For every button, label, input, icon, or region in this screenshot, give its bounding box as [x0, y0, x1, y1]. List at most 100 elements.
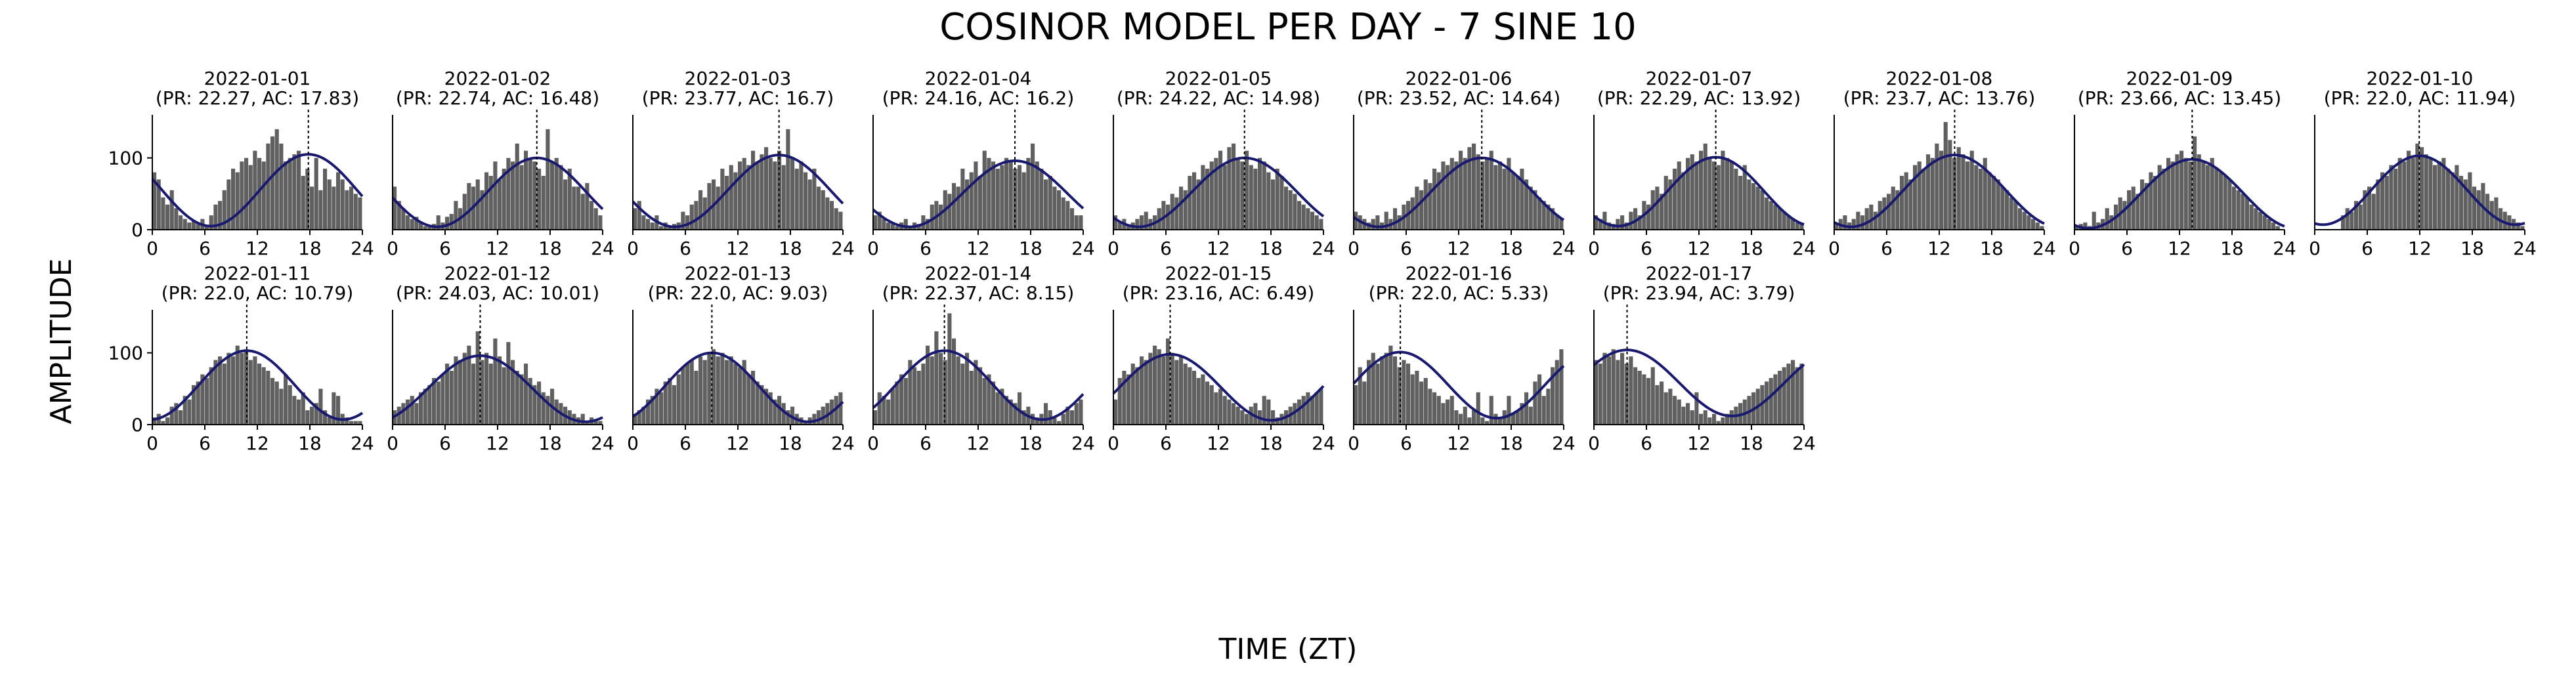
- bar: [1293, 403, 1297, 425]
- bar: [192, 221, 196, 230]
- bar: [1179, 186, 1184, 230]
- bar: [1773, 374, 1778, 425]
- cosinor-fit-line: [1352, 156, 1565, 228]
- bar: [1594, 215, 1599, 230]
- bar: [226, 352, 231, 425]
- bar: [1637, 215, 1642, 230]
- bar: [1974, 165, 1979, 230]
- bar: [515, 143, 519, 230]
- bar: [1467, 147, 1472, 230]
- bar: [1393, 208, 1398, 230]
- bar: [2402, 161, 2407, 230]
- x-tick-label: 0: [1588, 238, 1600, 259]
- bar: [2210, 158, 2214, 230]
- bar: [1201, 165, 1205, 230]
- cosinor-fit-line: [151, 153, 364, 228]
- bar: [2371, 194, 2376, 230]
- bar: [1235, 158, 1240, 230]
- bar: [301, 175, 305, 230]
- bar: [1018, 165, 1022, 230]
- bar: [1860, 215, 1865, 230]
- bar: [554, 399, 559, 425]
- cosinor-fit-line: [632, 154, 844, 228]
- bar: [1611, 349, 1616, 425]
- bar: [401, 208, 406, 230]
- bar: [1031, 143, 1035, 230]
- x-tick-label: 18: [1499, 238, 1523, 259]
- bar: [1205, 381, 1210, 425]
- bar: [1297, 201, 1302, 230]
- bar: [152, 172, 157, 230]
- bar: [480, 360, 484, 425]
- bar: [327, 179, 332, 230]
- bar: [978, 175, 983, 230]
- bar: [733, 172, 738, 230]
- y-tick-label: 0: [131, 219, 143, 241]
- bar: [1528, 186, 1533, 230]
- bar: [179, 215, 183, 230]
- bar: [1266, 172, 1271, 230]
- bar: [284, 161, 288, 230]
- bar: [2468, 172, 2472, 230]
- bar: [2354, 201, 2359, 230]
- bar: [593, 421, 598, 425]
- bar: [646, 399, 651, 425]
- bar: [1035, 417, 1039, 425]
- bar: [1524, 392, 1529, 425]
- bar: [2232, 186, 2237, 230]
- bar: [1646, 204, 1651, 230]
- bar: [764, 389, 769, 425]
- bar: [2127, 190, 2132, 230]
- bar: [192, 385, 196, 425]
- panel-subtitle: (PR: 22.29, AC: 13.92): [1597, 87, 1801, 109]
- bar: [760, 154, 764, 230]
- bar: [1284, 186, 1289, 230]
- bar: [1436, 172, 1441, 230]
- bar: [550, 161, 555, 230]
- panel-title: 2022-01-05: [1165, 68, 1272, 89]
- bar: [532, 161, 537, 230]
- x-tick-label: 12: [726, 432, 750, 454]
- bar: [1419, 381, 1424, 425]
- bar: [1293, 194, 1297, 230]
- x-tick-label: 12: [486, 432, 509, 454]
- bar: [890, 224, 895, 230]
- bar: [655, 389, 659, 425]
- bar: [1633, 208, 1638, 230]
- bar: [1428, 389, 1432, 425]
- x-tick-label: 12: [1447, 432, 1470, 454]
- bar: [1306, 392, 1310, 425]
- bar: [1555, 215, 1559, 230]
- bar: [314, 158, 318, 230]
- bar: [729, 356, 733, 425]
- bar: [1712, 161, 1717, 230]
- bar: [270, 377, 275, 425]
- x-tick-label: 6: [1641, 238, 1652, 259]
- bar: [502, 169, 506, 230]
- panel-subtitle: (PR: 24.03, AC: 10.01): [396, 282, 599, 304]
- panel-title: 2022-01-09: [2126, 68, 2233, 89]
- bar: [1188, 367, 1192, 425]
- x-tick-label: 18: [1740, 432, 1763, 454]
- bar: [641, 406, 646, 425]
- bar: [1459, 413, 1463, 425]
- bar: [1541, 201, 1546, 230]
- bar: [2005, 190, 2009, 230]
- bar: [1528, 406, 1533, 425]
- bar: [2166, 158, 2171, 230]
- bar: [1472, 410, 1476, 425]
- bar: [1463, 406, 1467, 425]
- bar: [1057, 190, 1062, 230]
- bar: [1314, 392, 1319, 425]
- bar: [1489, 150, 1493, 230]
- bar: [1432, 169, 1437, 230]
- bar: [1232, 143, 1236, 230]
- bar: [2520, 226, 2525, 230]
- bar: [270, 136, 275, 230]
- bar: [1616, 219, 1620, 230]
- cosinor-fit-line: [1593, 348, 1805, 417]
- bar: [1655, 385, 1660, 425]
- bar: [423, 226, 427, 230]
- bar: [401, 403, 406, 425]
- panel-subtitle: (PR: 24.22, AC: 14.98): [1117, 87, 1320, 109]
